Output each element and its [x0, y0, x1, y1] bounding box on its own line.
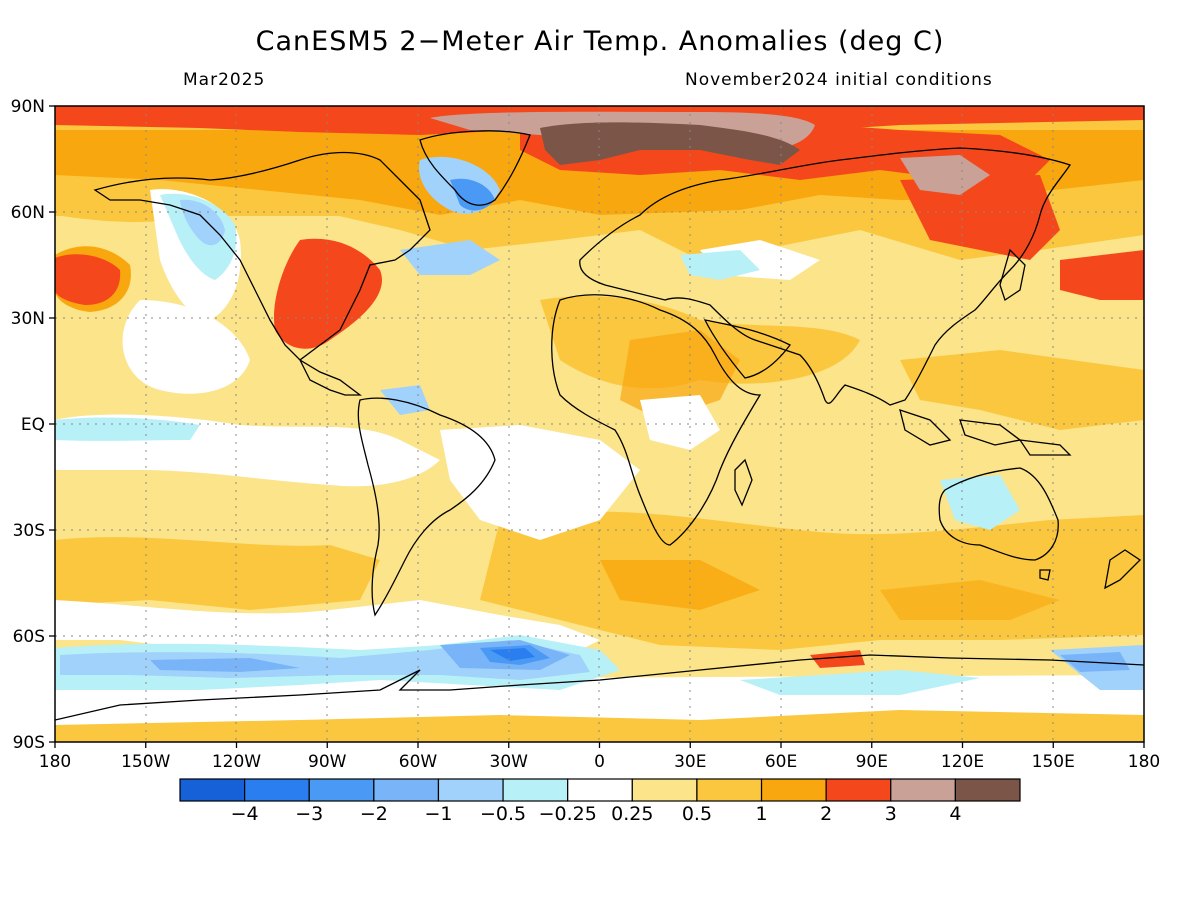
colorbar-label: −2 [360, 803, 388, 825]
colorbar-label: −0.25 [539, 803, 597, 825]
colorbar-swatch [890, 778, 956, 802]
colorbar-swatch [954, 778, 1021, 802]
colorbar-swatch [825, 778, 892, 802]
lat-label: 60S [13, 627, 45, 647]
lat-label: 90N [11, 97, 45, 117]
colorbar: −4 −3 −2 −1 −0.5 −0.25 0.25 0.5 1 2 3 4 [179, 778, 1021, 825]
colorbar-label: 0.25 [611, 803, 653, 825]
lat-label: 90S [13, 733, 45, 753]
colorbar-label: 0.5 [682, 803, 712, 825]
coastlines [55, 130, 1144, 721]
init-conditions: November2024 initial conditions [685, 70, 993, 90]
colorbar-label: 4 [949, 803, 961, 825]
colorbar-label: −1 [424, 803, 452, 825]
lon-label: 30E [674, 752, 706, 772]
colorbar-label: −0.5 [480, 803, 526, 825]
colorbar-swatch [373, 778, 440, 802]
colorbar-swatch [308, 778, 375, 802]
lon-label: 90E [856, 752, 888, 772]
colorbar-label: 1 [755, 803, 767, 825]
valid-month: Mar2025 [183, 70, 266, 90]
lon-label: 60W [399, 752, 438, 772]
lat-label: 30N [11, 309, 45, 329]
latitude-axis: 90N 60N 30N EQ 30S 60S 90S [11, 97, 55, 753]
colorbar-label: 2 [820, 803, 832, 825]
colorbar-swatch [244, 778, 310, 802]
longitude-axis: 180 150W 120W 90W 60W 30W 0 30E 60E 90E 120E 150E 18… [39, 742, 1160, 772]
lon-label: 0 [594, 752, 605, 772]
lon-label: 90W [308, 752, 347, 772]
colorbar-swatch [696, 778, 763, 802]
lon-label: 150W [121, 752, 170, 772]
lon-label: 150E [1032, 752, 1075, 772]
graticule [55, 106, 1144, 742]
colorbar-swatch [179, 778, 246, 802]
colorbar-swatch [567, 778, 633, 802]
colorbar-swatch [631, 778, 698, 802]
lon-label: 30W [490, 752, 529, 772]
lon-label: 180 [39, 752, 71, 772]
colorbar-swatch [760, 778, 827, 802]
lon-label: 120W [212, 752, 261, 772]
colorbar-label: −3 [295, 803, 323, 825]
colorbar-swatch [437, 778, 504, 802]
colorbar-label: 3 [885, 803, 897, 825]
lat-label: 30S [13, 521, 45, 541]
lon-label: 60E [765, 752, 797, 772]
map-title: CanESM5 2−Meter Air Temp. Anomalies (deg… [255, 26, 945, 57]
lon-label: 120E [941, 752, 984, 772]
anomaly-field [55, 106, 1144, 742]
lat-label: EQ [21, 415, 45, 435]
lon-label: 180 [1128, 752, 1160, 772]
colorbar-swatch [502, 778, 569, 802]
colorbar-label: −4 [231, 803, 259, 825]
lat-label: 60N [11, 203, 45, 223]
